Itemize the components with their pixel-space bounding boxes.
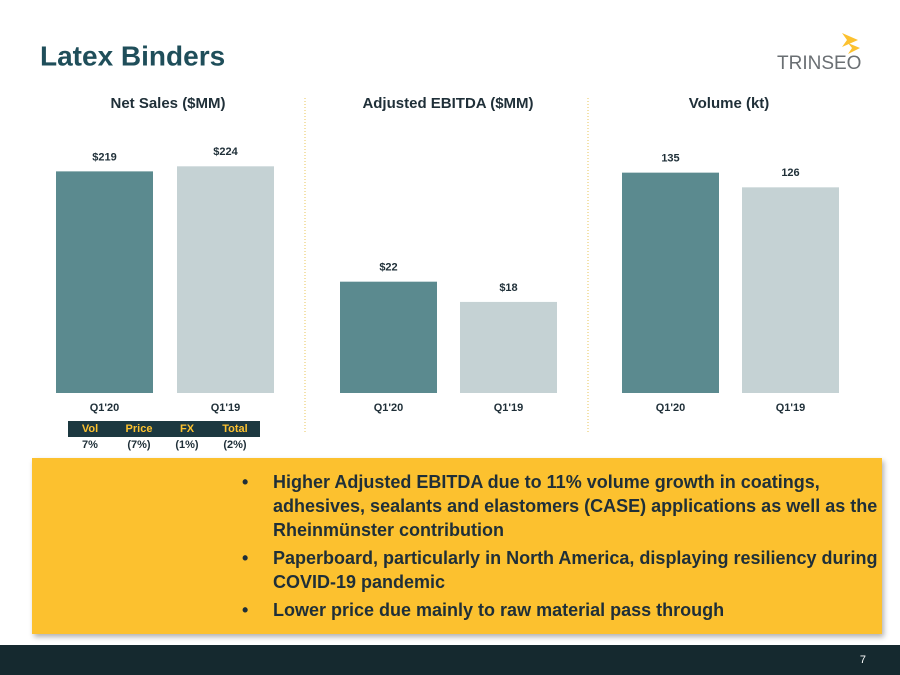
footer: 7 (0, 645, 900, 675)
bridge-value: (1%) (175, 439, 199, 451)
bar (340, 281, 437, 393)
x-tick-label: Q1'19 (494, 402, 524, 414)
data-label: $219 (92, 151, 116, 163)
bridge-header: Vol (82, 423, 98, 435)
bar (56, 171, 153, 393)
logo-mark (842, 33, 858, 47)
bullet: Higher Adjusted EBITDA due to 11% volume… (236, 470, 886, 542)
bar (460, 301, 557, 393)
bridge-value: 7% (82, 439, 98, 451)
data-label: 135 (661, 153, 679, 165)
bar (742, 187, 839, 393)
page-number: 7 (859, 654, 866, 666)
charts: Latex Binders TRINSEO Net Sales ($MM) $21… (40, 33, 861, 451)
bullet: Lower price due mainly to raw material p… (236, 598, 886, 622)
x-tick-label: Q1'19 (211, 402, 241, 414)
bar (622, 172, 719, 393)
x-tick-label: Q1'19 (776, 402, 806, 414)
slide-title: Latex Binders (40, 40, 225, 71)
bridge-value: (2%) (223, 439, 247, 451)
bridge-header: Price (126, 423, 153, 435)
bridge-header: Total (222, 423, 247, 435)
bridge-header-bg (68, 421, 260, 437)
data-label: $224 (213, 146, 238, 158)
x-tick-label: Q1'20 (656, 402, 686, 414)
x-tick-label: Q1'20 (374, 402, 404, 414)
data-label: $22 (379, 262, 397, 274)
logo: TRINSEO (777, 53, 861, 74)
bridge-header: FX (180, 423, 195, 435)
bar (177, 166, 274, 393)
data-label: 126 (781, 167, 799, 179)
chart-title: Net Sales ($MM) (110, 95, 225, 112)
data-label: $18 (499, 282, 517, 294)
chart-title: Volume (kt) (689, 95, 770, 112)
chart-title: Adjusted EBITDA ($MM) (362, 95, 533, 112)
logo-mark (848, 43, 860, 54)
x-tick-label: Q1'20 (90, 402, 120, 414)
bullet-list: Higher Adjusted EBITDA due to 11% volume… (236, 470, 886, 626)
bullet: Paperboard, particularly in North Americ… (236, 546, 886, 594)
bridge-value: (7%) (127, 439, 151, 451)
